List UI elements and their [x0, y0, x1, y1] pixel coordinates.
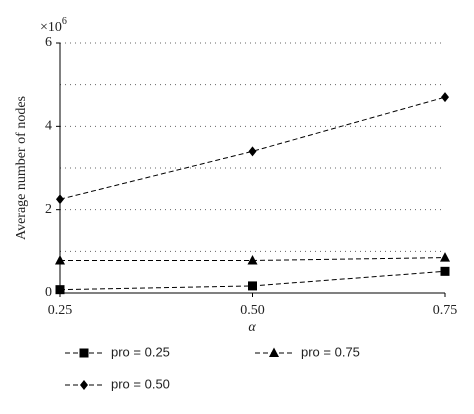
marker-square: [248, 281, 257, 291]
y-tick-label: 6: [45, 35, 52, 50]
legend-label: pro = 0.75: [301, 344, 360, 359]
legend-label: pro = 0.50: [111, 376, 170, 391]
marker-square: [79, 348, 89, 358]
y-tick-label: 4: [45, 119, 52, 134]
y-tick-label: 0: [45, 285, 52, 300]
x-tick-label: 0.75: [433, 303, 458, 318]
marker-triangle: [269, 347, 279, 357]
x-tick-label: 0.25: [48, 303, 73, 318]
x-axis-label: α: [248, 320, 256, 335]
y-axis-label: Average number of nodes: [14, 96, 29, 240]
marker-triangle: [55, 255, 65, 265]
marker-diamond: [441, 92, 449, 103]
marker-diamond: [56, 194, 64, 205]
marker-square: [55, 285, 65, 295]
marker-triangle: [440, 252, 450, 262]
marker-triangle: [247, 255, 258, 265]
multiplier-exponent: 6: [62, 16, 67, 27]
marker-diamond: [248, 146, 257, 157]
multiplier-base: ×10: [40, 20, 62, 35]
series-line: [59, 96, 446, 200]
marker-square: [440, 266, 450, 276]
x-tick-label: 0.50: [240, 303, 265, 318]
y-tick-label: 2: [45, 202, 52, 217]
y-multiplier: ×106: [40, 16, 67, 35]
marker-diamond: [80, 380, 88, 390]
legend-label: pro = 0.25: [111, 344, 170, 359]
